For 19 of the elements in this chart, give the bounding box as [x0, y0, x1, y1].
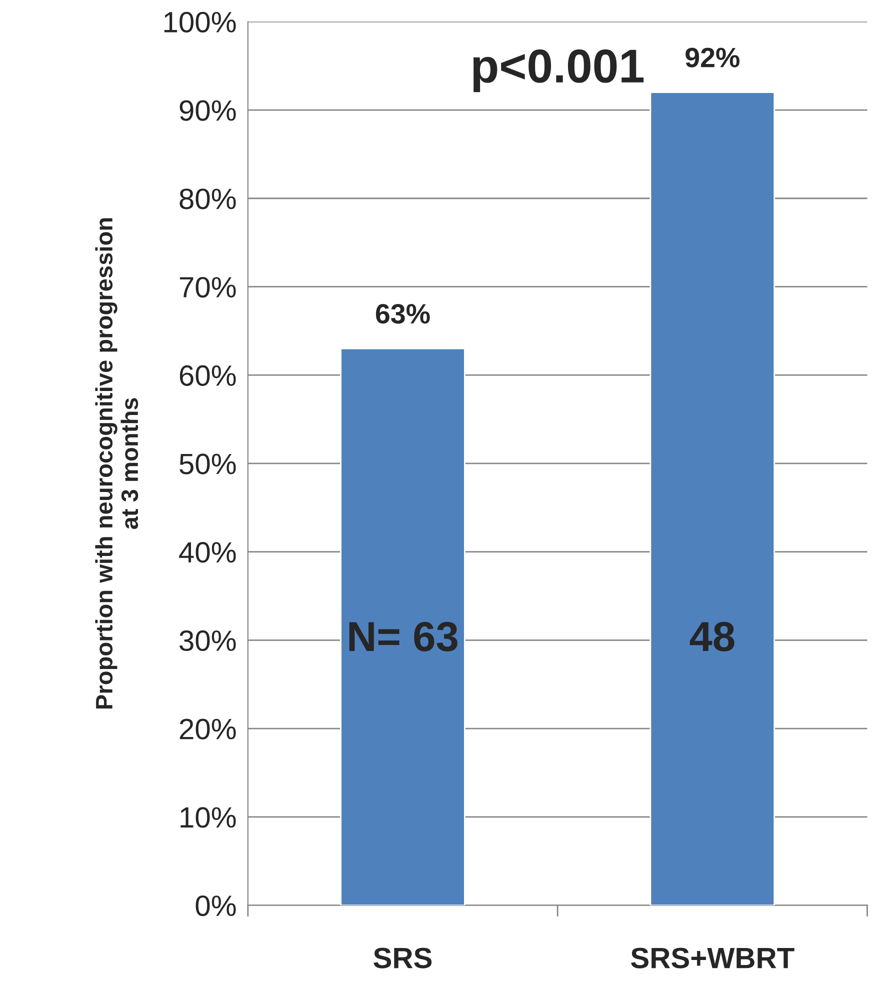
y-tick-label: 10% — [180, 807, 236, 828]
annotation: 48 — [690, 622, 734, 652]
y-tick-label: 100% — [164, 12, 236, 33]
y-tick-label: 20% — [180, 718, 236, 740]
y-tick-label: 40% — [179, 542, 236, 563]
y-tick-label: 90% — [180, 100, 236, 121]
data-label: 63% — [376, 304, 430, 324]
data-label: 92% — [686, 48, 740, 68]
x-tick-label: SRS+WBRT — [631, 948, 794, 968]
y-tick-label: 50% — [180, 454, 236, 474]
y-tick-label: 80% — [180, 188, 236, 210]
x-tick-label: SRS — [374, 948, 432, 968]
annotation: N= 63 — [349, 622, 458, 652]
y-tick-label: 30% — [180, 630, 236, 652]
y-tick-label: 60% — [180, 365, 236, 386]
y-tick-label: 70% — [180, 276, 236, 298]
y-axis-title: Proportion with neurocognitive progression at 3 months — [95, 218, 138, 708]
annotation: p<0.001 — [473, 49, 644, 92]
y-tick-label: 0% — [196, 895, 236, 916]
